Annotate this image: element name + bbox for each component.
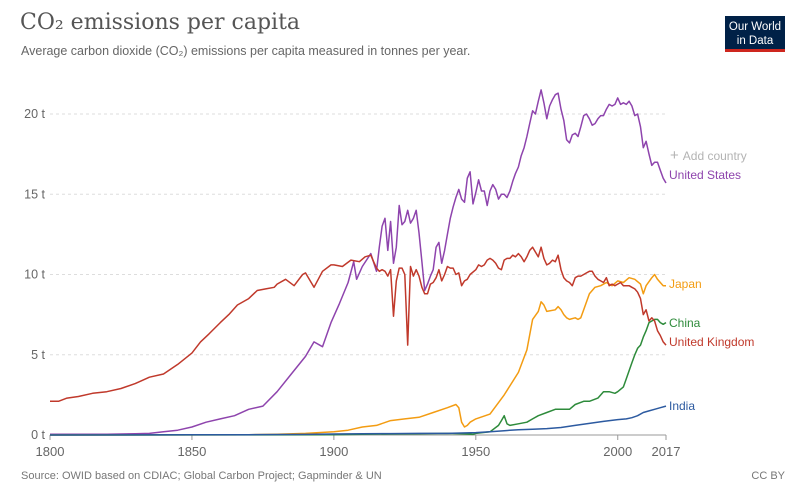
series-label: China [669, 316, 701, 330]
series-label: United States [669, 168, 741, 182]
x-tick-label: 1850 [177, 444, 206, 459]
x-tick-label: 1950 [461, 444, 490, 459]
add-country-button[interactable]: + Add country [670, 147, 747, 164]
plus-icon: + [670, 147, 679, 164]
y-tick-label: 0 t [31, 428, 45, 442]
series-line [49, 273, 666, 436]
logo-line-1: Our World [728, 21, 782, 33]
chart-title: CO₂ emissions per capita [20, 10, 301, 35]
source-note: Source: OWID based on CDIAC; Global Carb… [21, 470, 382, 482]
series-line [50, 89, 667, 435]
logo-line-2: in Data [736, 35, 774, 47]
y-tick-label: 20 t [24, 107, 45, 121]
series-label: Japan [669, 277, 702, 291]
series-line [50, 246, 667, 403]
series-line [49, 318, 667, 436]
y-tick-label: 15 t [24, 187, 45, 201]
owid-logo[interactable]: Our World in Data [725, 16, 785, 52]
series-line [49, 405, 667, 436]
license-link[interactable]: CC BY [751, 470, 785, 482]
y-tick-label: 10 t [24, 268, 45, 282]
y-tick-label: 5 t [31, 348, 45, 362]
chart-subtitle: Average carbon dioxide (CO₂) emissions p… [21, 44, 471, 58]
x-tick-label: 1800 [36, 444, 65, 459]
x-tick-label: 2017 [652, 444, 681, 459]
x-tick-label: 2000 [603, 444, 632, 459]
add-country-label: Add country [682, 149, 747, 163]
series-label: India [669, 399, 695, 413]
series-label: United Kingdom [669, 335, 754, 349]
x-tick-label: 1900 [319, 444, 348, 459]
